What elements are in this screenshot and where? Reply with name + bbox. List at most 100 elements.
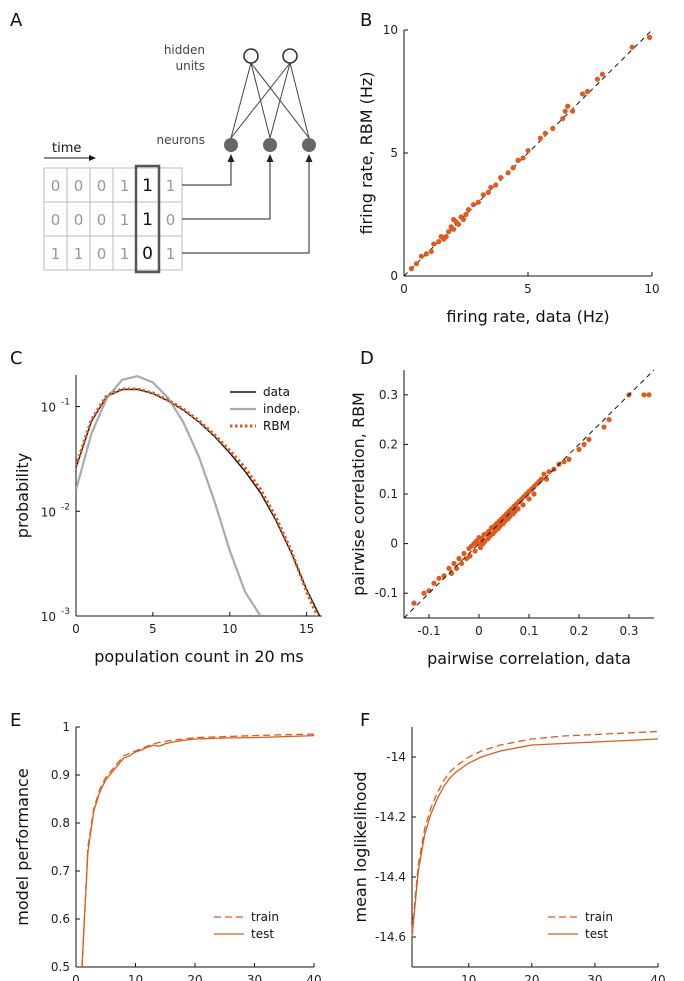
chart-b-point-17: [451, 216, 457, 223]
chart-b-point-5: [431, 241, 437, 247]
chart-b-point-20: [470, 202, 477, 208]
hidden-units-label-line2: units: [175, 59, 205, 73]
chart-b-point-23: [485, 189, 491, 195]
chart-c-series-RBM: [76, 387, 320, 616]
chart-c-ytick-exponent: -2: [61, 502, 70, 512]
chart-e-ytick-label: 0.8: [51, 816, 70, 830]
chart-b-point-37: [565, 103, 571, 109]
chart-e-xtick-label: 20: [187, 973, 202, 981]
chart-d-xtick-label: 0.3: [619, 624, 638, 638]
chart-e-ytick-label: 1: [62, 720, 70, 734]
grid-value-r0-c1: 0: [74, 177, 84, 195]
chart-e-xtick-label: 40: [306, 973, 321, 981]
chart-e-ytick-label: 0.5: [51, 960, 70, 974]
chart-d-point-73: [576, 446, 582, 452]
chart-b-point-38: [570, 108, 576, 114]
wire-row-2: [182, 160, 310, 254]
neuron-2: [302, 138, 316, 152]
chart-b-point-33: [542, 130, 548, 136]
chart-d-point-11: [458, 560, 465, 567]
chart-c-ytick-label: 10: [41, 505, 56, 519]
chart-e-ytick-label: 0.9: [51, 768, 70, 782]
chart-f-legend-label-0: train: [585, 910, 613, 924]
chart-b-point-9: [446, 229, 452, 235]
chart-b-ylabel: firing rate, RBM (Hz): [357, 71, 376, 234]
chart-c-ytick-label: 10: [41, 401, 56, 415]
chart-d-point-75: [586, 436, 592, 443]
hidden-unit-1: [282, 48, 298, 64]
connection-line-h1-n2: [289, 62, 310, 139]
chart-e-xtick-label: 10: [128, 973, 143, 981]
chart-f-ylabel: mean loglikelihood: [351, 771, 370, 922]
chart-f-ytick-label: -14.2: [375, 810, 406, 824]
chart-d-point-72: [566, 456, 572, 462]
chart-c-ytick-exponent: -1: [61, 398, 70, 408]
chart-c-xlabel: population count in 20 ms: [94, 647, 304, 666]
grid-value-r2-c1: 1: [74, 245, 84, 263]
chart-b-point-44: [646, 34, 653, 40]
chart-b-point-6: [436, 238, 442, 245]
chart-f-xtick-label: 30: [587, 973, 602, 981]
chart-f-ytick-label: -14.6: [375, 930, 406, 944]
chart-b-point-15: [460, 216, 467, 223]
chart-d-point-12: [461, 550, 467, 557]
neuron-1: [263, 138, 277, 152]
chart-e-xtick-label: 30: [247, 973, 262, 981]
chart-b-point-3: [423, 251, 429, 257]
chart-d-point-76: [601, 424, 607, 430]
panel-letter-D: D: [360, 348, 374, 369]
chart-c-ytick-label: 10: [41, 610, 56, 624]
chart-f-xtick-label: 20: [524, 973, 539, 981]
chart-b-point-0: [408, 266, 415, 272]
chart-b-point-32: [537, 135, 544, 141]
chart-b-point-18: [443, 234, 449, 240]
chart-b-point-41: [594, 76, 601, 82]
chart-e-ytick-label: 0.7: [51, 864, 70, 878]
chart-d-point-80: [646, 392, 652, 398]
chart-d-point-55: [520, 502, 526, 508]
chart-f-xtick-label: 10: [461, 973, 476, 981]
chart-d-ytick-label: -0.1: [375, 586, 398, 600]
chart-d-point-77: [606, 417, 612, 423]
chart-d-point-15: [467, 553, 473, 559]
chart-b-xtick-label: 5: [524, 282, 532, 296]
grid-value-r2-c3: 1: [120, 245, 130, 263]
chart-d-xlabel: pairwise correlation, data: [427, 649, 631, 668]
time-arrow-head: [89, 155, 96, 161]
chart-d-point-4: [436, 575, 442, 581]
chart-d-point-3: [431, 580, 437, 586]
chart-e-ylabel: model performance: [13, 768, 32, 925]
chart-f-series-train: [411, 730, 659, 932]
chart-d: -0.1 0 0.1 0.2 0.3 -0.1 0 0.1 0.2 0.3 pairwise cor…: [349, 369, 655, 668]
grid-value-r0-c5: 1: [166, 177, 176, 195]
panel-letter-E: E: [10, 710, 21, 731]
grid-value-r1-c0: 0: [51, 211, 61, 229]
chart-d-point-8: [451, 560, 457, 567]
chart-f-ytick-label: -14.4: [375, 870, 406, 884]
chart-b-point-40: [584, 88, 591, 95]
connection-line-h0-n0: [230, 62, 252, 139]
chart-b-point-30: [520, 155, 526, 161]
chart-d-point-71: [561, 459, 567, 465]
chart-d-xtick-label: -0.1: [417, 624, 440, 638]
chart-b-point-24: [488, 184, 494, 191]
grid-value-r0-c4: 1: [142, 176, 153, 196]
chart-b-xlabel: firing rate, data (Hz): [446, 307, 609, 326]
chart-d-ytick-label: 0.1: [379, 487, 398, 501]
chart-d-point-22: [477, 544, 484, 551]
grid-value-r1-c4: 1: [142, 210, 153, 230]
chart-d-point-66: [541, 471, 547, 477]
chart-b-xtick-label: 0: [400, 282, 408, 296]
chart-b-point-42: [599, 71, 606, 77]
chart-c-xtick-label: 5: [149, 622, 157, 636]
neuron-0: [224, 138, 238, 152]
hidden-units-label-line1: hidden: [164, 43, 205, 57]
chart-d-point-79: [641, 392, 647, 398]
panel-letter-B: B: [360, 10, 372, 31]
chart-d-point-10: [456, 555, 462, 562]
connection-line-h1-n1: [269, 62, 291, 139]
chart-e: 0102030400.50.60.70.80.91traintestnumber…: [13, 720, 322, 981]
chart-d-point-62: [531, 491, 537, 497]
